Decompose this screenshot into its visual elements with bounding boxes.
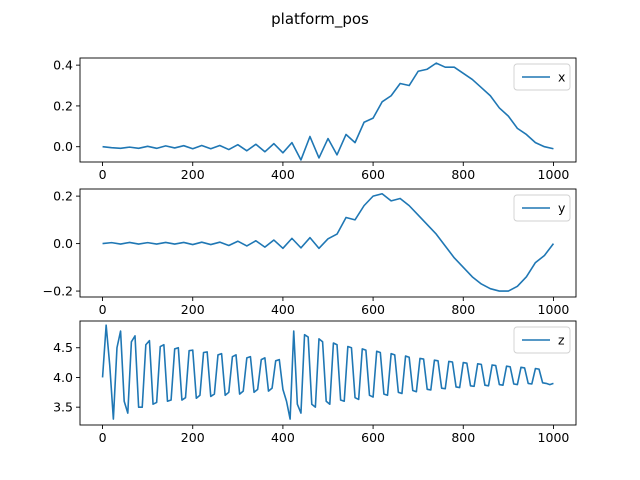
x-tick-label: 800: [451, 302, 475, 317]
legend: x: [513, 63, 571, 91]
subplot-y: 0 200 400 600 800 1000 −0.2 0.0 0.2 y: [43, 188, 577, 317]
x-tick-label: 1000: [538, 167, 570, 182]
x-tick-label: 800: [451, 430, 475, 445]
x-tick-label: 1000: [538, 430, 570, 445]
y-tick-label: 0.2: [53, 189, 73, 204]
subplot-x: 0 200 400 600 800 1000 0.0 0.2 0.4 x: [53, 57, 577, 182]
axes-frame: [79, 188, 577, 298]
x-tick-label: 400: [271, 430, 295, 445]
axes-frame: [79, 57, 577, 163]
legend-label-y: y: [558, 201, 566, 216]
axes-frame: [79, 320, 577, 426]
legend: y: [513, 194, 571, 222]
y-tick-label: 0.2: [53, 98, 73, 113]
figure-title: platform_pos: [271, 10, 369, 29]
y-tick-label: −0.2: [43, 284, 73, 299]
x-tick-label: 600: [361, 167, 385, 182]
y-tick-label: 4.0: [53, 370, 73, 385]
x-tick-label: 600: [361, 430, 385, 445]
legend: z: [513, 326, 571, 354]
series-line-y: [102, 192, 555, 292]
y-tick-label: 4.5: [53, 340, 73, 355]
y-tick-label: 0.0: [53, 236, 73, 251]
series-line-z: [101, 324, 554, 420]
y-tick-label: 0.0: [53, 139, 73, 154]
x-tick-label: 0: [99, 430, 107, 445]
legend-label-x: x: [558, 70, 565, 85]
x-tick-label: 200: [181, 167, 205, 182]
x-tick-label: 1000: [538, 302, 570, 317]
x-tick-label: 200: [181, 430, 205, 445]
series-line-x: [102, 62, 554, 161]
legend-label-z: z: [558, 333, 565, 348]
y-tick-label: 3.5: [53, 400, 73, 415]
x-tick-label: 400: [271, 302, 295, 317]
x-tick-label: 800: [451, 167, 475, 182]
y-tick-label: 0.4: [53, 58, 73, 73]
x-tick-label: 600: [361, 302, 385, 317]
x-tick-label: 200: [181, 302, 205, 317]
subplots: 0 200 400 600 800 1000 0.0 0.2 0.4 x 0 200 400 600 800…: [43, 57, 577, 445]
x-tick-label: 400: [271, 167, 295, 182]
subplot-z: 0 200 400 600 800 1000 3.5 4.0 4.5 z: [53, 320, 577, 445]
x-tick-label: 0: [99, 167, 107, 182]
x-tick-label: 0: [99, 302, 107, 317]
